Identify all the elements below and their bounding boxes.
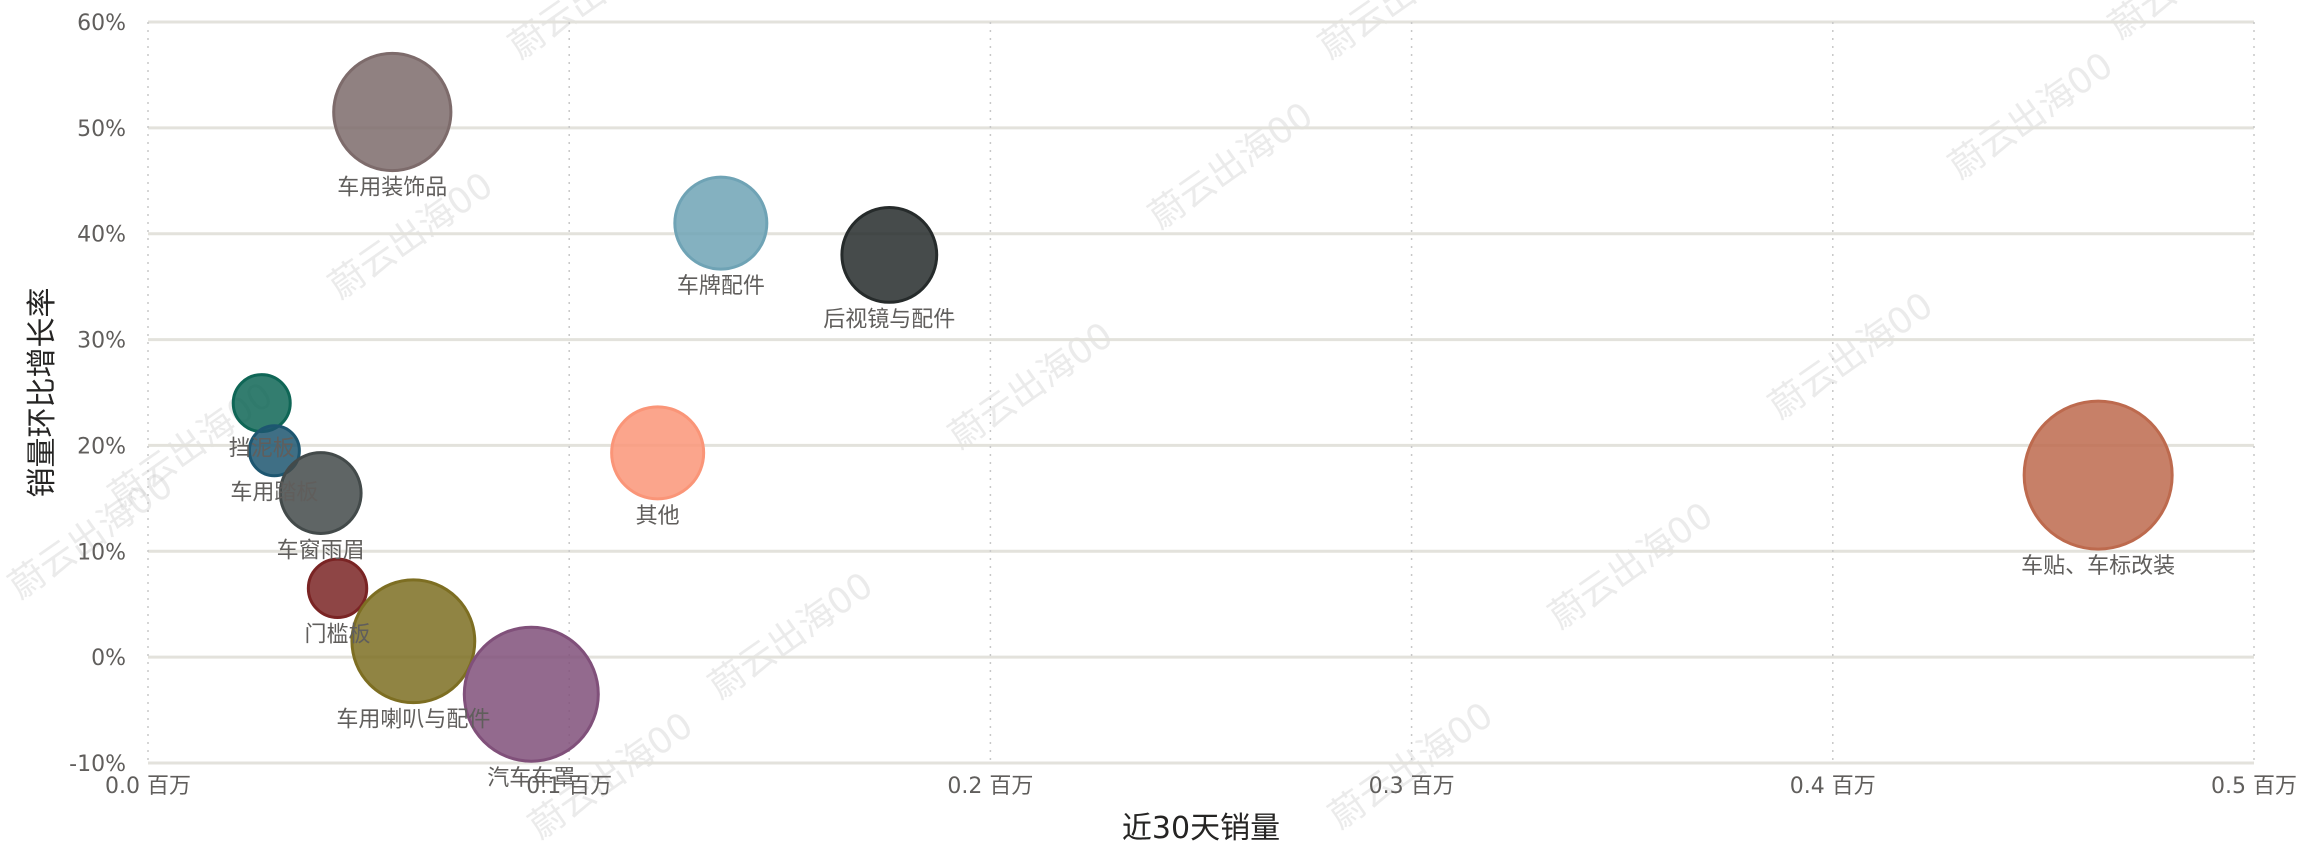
y-tick-label: 30% (77, 329, 126, 354)
watermark-text: 蔚云出海00 (1142, 95, 1321, 237)
bubble-label: 车牌配件 (677, 274, 765, 299)
bubble[interactable] (350, 578, 477, 705)
bubble[interactable] (231, 373, 292, 434)
bubble-label: 车用装饰品 (337, 176, 447, 201)
bubble-label: 挡泥板 (229, 437, 295, 462)
x-tick-label: 0.5 百万 (2211, 774, 2297, 799)
x-tick-label: 0.3 百万 (1369, 774, 1455, 799)
bubble-label: 后视镜与配件 (823, 307, 955, 332)
y-tick-label: 60% (77, 11, 126, 36)
y-axis-title: 销量环比增长率 (25, 288, 60, 498)
watermark-text: 蔚云出海00 (1542, 495, 1721, 637)
bubble[interactable] (2022, 399, 2174, 551)
bubble-label: 车窗雨眉 (277, 538, 365, 563)
bubble-label: 其他 (636, 504, 680, 529)
y-tick-label: 50% (77, 117, 126, 142)
bubble-label: 汽车车罩 (487, 766, 575, 791)
watermark-text: 蔚云出海00 (942, 315, 1121, 457)
bubble[interactable] (673, 175, 769, 271)
bubble[interactable] (610, 405, 706, 501)
bubble-label: 车用踏板 (230, 481, 318, 506)
bubble[interactable] (306, 557, 369, 620)
x-tick-label: 0.4 百万 (1790, 774, 1876, 799)
x-axis-title: 近30天销量 (1122, 811, 1280, 846)
watermark-text: 蔚云出海00 (1762, 285, 1941, 427)
watermark-text: 蔚云出海00 (1312, 0, 1491, 67)
bubble-label: 车贴、车标改装 (2021, 554, 2175, 579)
bubbles (231, 51, 2174, 763)
bubble[interactable] (840, 205, 939, 304)
watermark-text: 蔚云出海00 (502, 0, 681, 67)
y-tick-label: 10% (77, 540, 126, 565)
y-tick-label: 20% (77, 434, 126, 459)
x-tick-label: 0.0 百万 (105, 774, 191, 799)
y-tick-label: -10% (69, 752, 126, 777)
x-tick-label: 0.2 百万 (947, 774, 1033, 799)
bubble-label: 车用喇叭与配件 (336, 708, 490, 733)
y-tick-label: 40% (77, 223, 126, 248)
bubble[interactable] (247, 424, 301, 478)
bubble[interactable] (278, 451, 363, 535)
x-axis-ticks: 0.0 百万 0.1 百万 0.2 百万 0.3 百万 0.4 百万 0.5 百万 (105, 774, 2297, 799)
bubble-label: 门槛板 (305, 623, 371, 648)
bubble[interactable] (332, 51, 453, 173)
x-tick-label: 0.1 百万 (526, 774, 612, 799)
bubble[interactable] (462, 625, 600, 763)
y-tick-label: 0% (91, 646, 126, 671)
watermark-text: 蔚云出海00 (702, 565, 881, 707)
y-axis-ticks: -10% 0% 10% 20% 30% 40% 50% 60% (69, 11, 126, 777)
watermark-text: 蔚云出海00 (1322, 695, 1501, 837)
watermark-text: 蔚云出海00 (1942, 45, 2121, 187)
